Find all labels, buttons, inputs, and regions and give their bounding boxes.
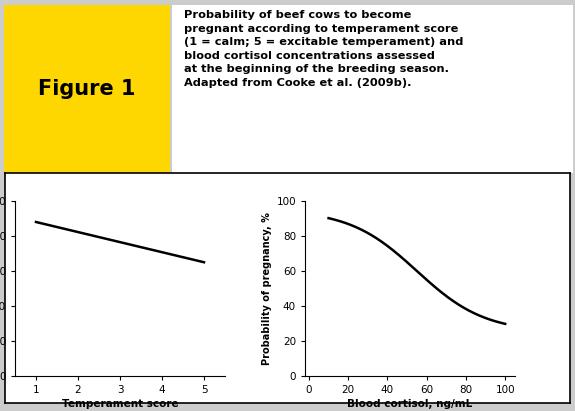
X-axis label: Temperament score: Temperament score	[62, 399, 178, 409]
Text: Probability of beef cows to become
pregnant according to temperament score
(1 = : Probability of beef cows to become pregn…	[184, 10, 463, 88]
Y-axis label: Probability of pregnancy, %: Probability of pregnancy, %	[262, 212, 272, 365]
Text: Figure 1: Figure 1	[39, 79, 136, 99]
X-axis label: Blood cortisol, ng/mL: Blood cortisol, ng/mL	[347, 399, 473, 409]
